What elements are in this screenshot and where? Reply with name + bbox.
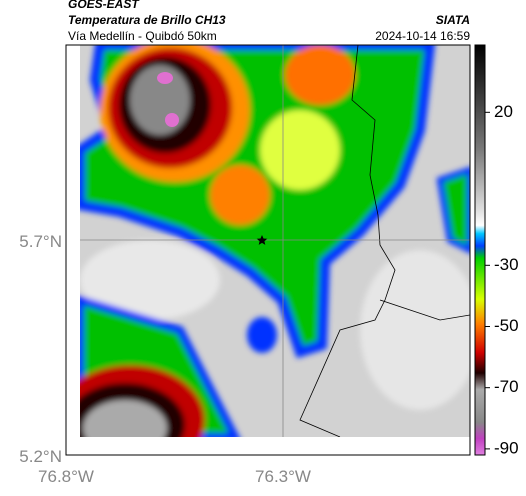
colorbar-tick-label: -30 [494, 255, 519, 274]
lon-label: 76.8°W [38, 467, 94, 486]
source: GOES-EAST [68, 0, 140, 11]
product: Temperatura de Brillo CH13 [68, 13, 226, 27]
lat-label: 5.7°N [19, 232, 62, 251]
colorbar-tick-label: -50 [494, 316, 519, 335]
colorbar-tick-label: -90 [494, 438, 519, 457]
lon-label: 76.3°W [255, 467, 311, 486]
colorbar-tick-label: 20 [494, 102, 513, 121]
route: Vía Medellín - Quibdó 50km [68, 29, 217, 43]
satellite-image [80, 45, 470, 437]
map-frame [65, 44, 471, 456]
lat-label: 5.2°N [19, 447, 62, 466]
colorbar [474, 44, 486, 456]
colorbar-tick-label: -70 [494, 377, 519, 396]
agency: SIATA [436, 13, 470, 27]
timestamp: 2024-10-14 16:59 [375, 29, 470, 43]
